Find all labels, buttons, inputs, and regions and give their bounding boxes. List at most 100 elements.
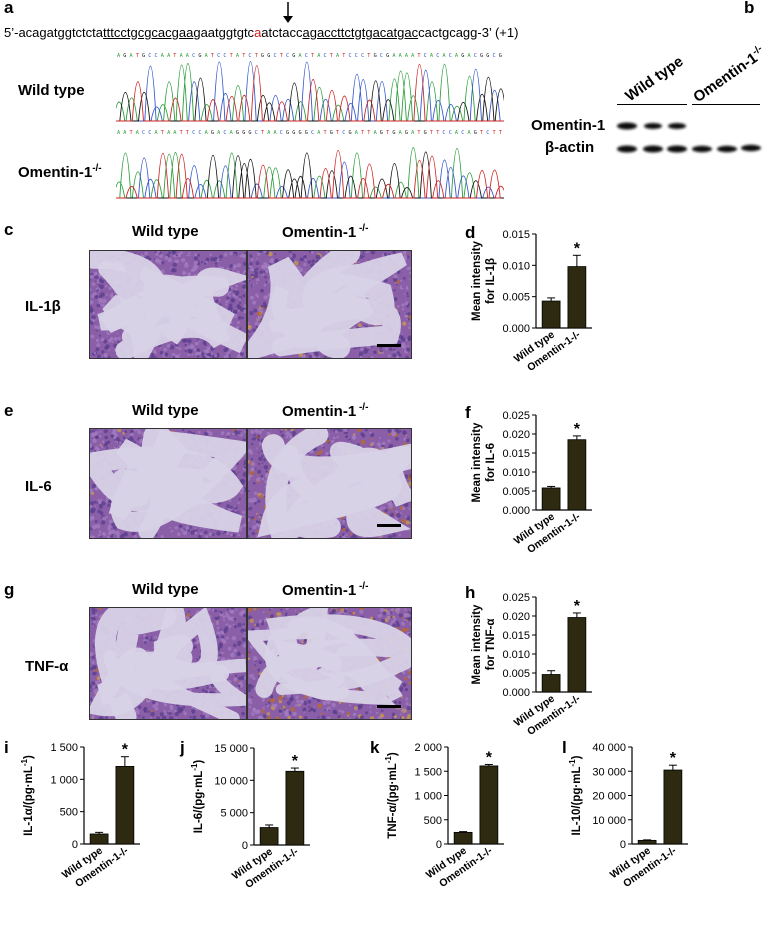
bar — [479, 765, 499, 845]
svg-text:A: A — [130, 53, 134, 59]
panel-label-b: b — [744, 0, 755, 17]
bar — [453, 831, 473, 845]
column-title-omentin-knockout: Omentin-1 -/- — [282, 223, 369, 241]
svg-text:C: C — [148, 130, 151, 136]
svg-text:C: C — [486, 130, 489, 136]
histology-image-omentin-tnfa — [247, 607, 412, 720]
mutation-arrow-icon — [282, 2, 294, 29]
svg-text:T: T — [161, 130, 164, 136]
bar — [115, 766, 135, 845]
svg-text:A: A — [317, 130, 321, 136]
svg-text:C: C — [223, 53, 226, 59]
bar — [541, 674, 561, 693]
y-tick-label: 0.005 — [502, 292, 530, 304]
y-axis-label: TNF-α/(pg·mL-1) — [384, 752, 399, 839]
svg-text:A: A — [267, 130, 271, 136]
svg-text:C: C — [280, 130, 283, 136]
panel-label-j: j — [180, 738, 185, 757]
svg-text:A: A — [405, 53, 409, 59]
svg-text:G: G — [242, 130, 245, 136]
y-axis-label: Mean intensity for IL-1β — [471, 240, 497, 320]
blot-group-omentin-knockout: Omentin-1-/- — [690, 43, 765, 106]
histology-image-wild-type-il1b — [89, 250, 247, 359]
significance-star: * — [292, 753, 299, 770]
svg-text:G: G — [486, 53, 489, 59]
svg-text:C: C — [255, 130, 258, 136]
svg-text:G: G — [349, 130, 352, 136]
svg-text:T: T — [417, 130, 420, 136]
marker-label-il1b: IL-1β — [25, 298, 61, 315]
svg-text:T: T — [417, 53, 420, 59]
y-tick-label: 1 500 — [414, 766, 442, 778]
y-tick-label: 30 000 — [592, 766, 626, 778]
svg-text:C: C — [424, 53, 427, 59]
svg-text:T: T — [255, 53, 258, 59]
svg-text:A: A — [336, 53, 340, 59]
svg-text:T: T — [386, 130, 389, 136]
svg-text:A: A — [186, 53, 190, 59]
bar — [541, 487, 561, 511]
svg-text:G: G — [292, 130, 295, 136]
panel-label-k: k — [370, 738, 380, 757]
svg-text:C: C — [461, 130, 464, 136]
svg-text:G: G — [386, 53, 389, 59]
svg-text:G: G — [424, 130, 427, 136]
svg-text:A: A — [167, 53, 171, 59]
y-axis-label: IL-10/(pg·mL-1) — [568, 755, 583, 835]
svg-text:A: A — [455, 130, 459, 136]
svg-text:C: C — [148, 53, 151, 59]
svg-text:T: T — [493, 130, 496, 136]
svg-text:T: T — [230, 53, 233, 59]
svg-text:G: G — [292, 53, 295, 59]
svg-text:T: T — [367, 130, 370, 136]
svg-text:G: G — [142, 53, 145, 59]
y-tick-label: 10 000 — [592, 815, 626, 827]
y-tick-label: 0 — [620, 839, 626, 851]
y-axis-label: Mean intensity for TNF-α — [471, 604, 497, 684]
svg-text:A: A — [430, 53, 434, 59]
svg-text:A: A — [217, 130, 221, 136]
y-tick-label: 0.015 — [502, 630, 530, 642]
column-title-wild-type-g: Wild type — [132, 581, 199, 598]
svg-text:A: A — [374, 130, 378, 136]
bar-chart-h: 0.000 0.005 0.010 0.015 0.020 0.025 Mean inten… — [471, 592, 592, 738]
svg-text:G: G — [380, 130, 383, 136]
svg-text:C: C — [223, 130, 226, 136]
svg-text:T: T — [324, 130, 327, 136]
bar — [541, 300, 561, 329]
marker-label-il6: IL-6 — [25, 478, 52, 495]
svg-text:A: A — [455, 53, 459, 59]
column-title-wild-type: Wild type — [132, 223, 199, 240]
band-label-omentin: Omentin-1 — [531, 117, 606, 134]
bar — [663, 769, 683, 845]
group-divider-wild-type — [617, 104, 687, 105]
svg-text:T: T — [136, 53, 139, 59]
significance-star: * — [670, 750, 677, 767]
histology-image-omentin-il1b — [247, 250, 412, 359]
svg-text:A: A — [180, 53, 184, 59]
svg-text:G: G — [286, 130, 289, 136]
svg-text:G: G — [261, 53, 264, 59]
y-tick-label: 40 000 — [592, 742, 626, 754]
svg-text:G: G — [198, 53, 201, 59]
y-tick-label: 500 — [60, 807, 78, 819]
svg-text:C: C — [324, 53, 327, 59]
significance-star: * — [122, 742, 129, 759]
svg-text:T: T — [180, 130, 183, 136]
svg-text:C: C — [192, 53, 195, 59]
sample-label-omentin-knockout: Omentin-1-/- — [18, 163, 102, 181]
panel-label-a: a — [4, 0, 14, 17]
svg-text:G: G — [374, 53, 377, 59]
y-tick-label: 0 — [72, 839, 78, 851]
panel-label-h: h — [465, 583, 476, 602]
y-tick-label: 2 000 — [414, 742, 442, 754]
svg-text:A: A — [399, 53, 403, 59]
svg-text:T: T — [330, 53, 333, 59]
svg-text:C: C — [436, 53, 439, 59]
svg-text:A: A — [399, 130, 403, 136]
svg-text:G: G — [248, 130, 251, 136]
svg-text:T: T — [336, 130, 339, 136]
y-axis-label: IL-6/(pg·mL-1) — [190, 760, 205, 834]
